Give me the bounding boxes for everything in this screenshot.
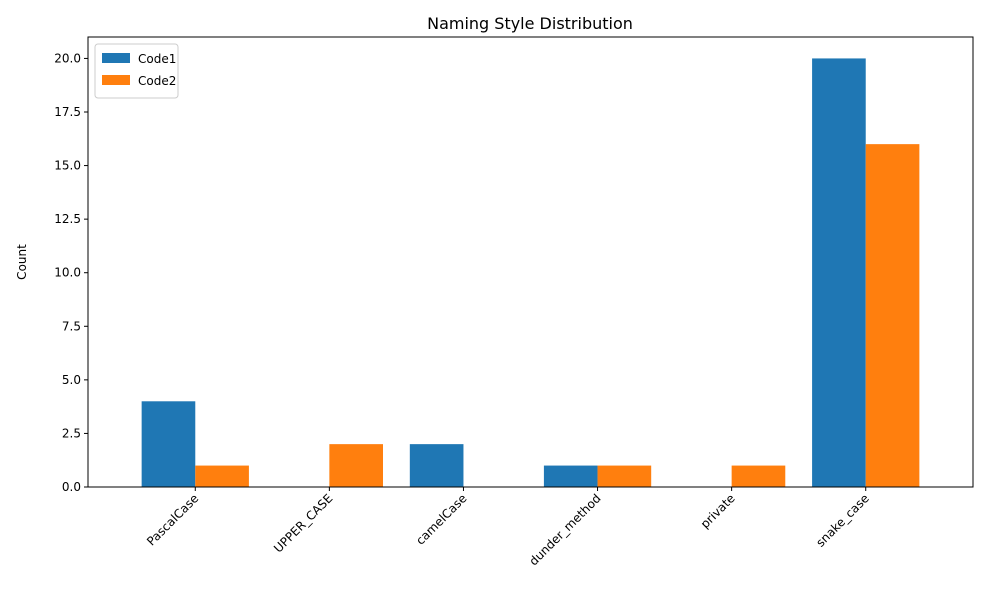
legend: Code1 Code2 [94, 43, 179, 99]
bars-layer [141, 58, 920, 488]
bar-code1-snake-case [812, 58, 866, 488]
y-tick-label: 15.0 [54, 159, 81, 173]
y-tick-label: 17.5 [54, 105, 81, 119]
x-tick-label: UPPER_CASE [271, 491, 335, 555]
x-tick-label: snake_case [813, 491, 871, 549]
legend-swatch-code2 [102, 75, 130, 85]
y-axis-label: Count [15, 244, 29, 280]
bar-code2-private [731, 465, 786, 487]
bar-code2-pascalcase [195, 465, 249, 487]
y-axis-ticks: 0.0 2.5 5.0 7.5 10.0 12.5 15.0 17.5 20.0 [54, 51, 88, 494]
chart-title: Naming Style Distribution [427, 14, 633, 33]
y-tick-label: 20.0 [54, 51, 81, 65]
bar-code2-snake-case [865, 144, 920, 487]
x-tick-label: dunder_method [527, 491, 604, 568]
y-tick-label: 12.5 [54, 212, 81, 226]
bar-code2-dunder-method [597, 465, 652, 487]
y-tick-label: 2.5 [62, 426, 81, 440]
bar-code1-pascalcase [141, 401, 196, 487]
x-tick-label: PascalCase [144, 491, 201, 548]
bar-code1-camelcase [409, 444, 464, 487]
legend-swatch-code1 [102, 53, 130, 63]
y-tick-label: 0.0 [62, 480, 81, 494]
legend-label-code2: Code2 [138, 74, 176, 88]
plot-frame [87, 36, 974, 488]
y-tick-label: 7.5 [62, 319, 81, 333]
y-tick-label: 10.0 [54, 266, 81, 280]
y-tick-label: 5.0 [62, 373, 81, 387]
x-tick-label: private [698, 491, 738, 531]
x-tick-label: camelCase [413, 491, 469, 547]
x-axis-ticks: PascalCase UPPER_CASE camelCase dunder_meth… [144, 487, 872, 568]
bar-code1-dunder-method [543, 465, 598, 487]
legend-label-code1: Code1 [138, 52, 176, 66]
bar-code2-upper-case [329, 444, 383, 487]
